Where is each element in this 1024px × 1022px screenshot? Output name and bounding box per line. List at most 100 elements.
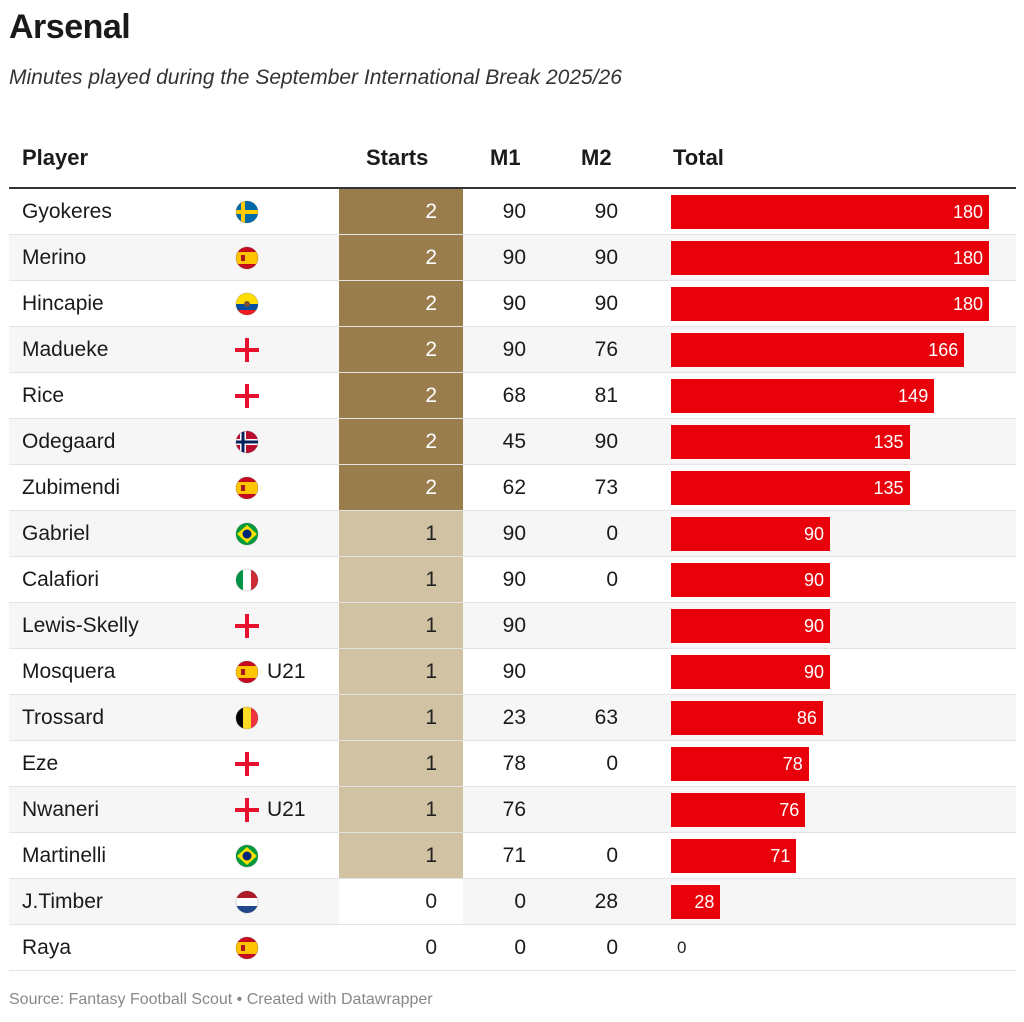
starts-cell: 1 bbox=[339, 649, 463, 694]
player-name: Zubimendi bbox=[22, 476, 121, 499]
player-name: Mosquera bbox=[22, 660, 116, 683]
table-row: Nwaneri U21 1 76 76 bbox=[9, 787, 1016, 833]
total-bar: 180 bbox=[671, 195, 989, 229]
total-bar: 78 bbox=[671, 747, 809, 781]
table-row: Rice 2 68 81 149 bbox=[9, 373, 1016, 419]
chart-title: Arsenal bbox=[9, 8, 131, 46]
m2-cell: 90 bbox=[594, 292, 618, 315]
m1-cell: 90 bbox=[502, 522, 526, 545]
total-bar-track: 180 bbox=[671, 241, 1001, 275]
table-row: Raya 0 0 0 0 bbox=[9, 925, 1016, 971]
total-bar: 166 bbox=[671, 333, 965, 367]
total-bar: 135 bbox=[671, 471, 910, 505]
table-row: Merino 2 90 90 180 bbox=[9, 235, 1016, 281]
chart-subtitle: Minutes played during the September Inte… bbox=[9, 66, 622, 89]
total-bar: 135 bbox=[671, 425, 910, 459]
england-flag-icon bbox=[235, 338, 261, 362]
england-flag-icon bbox=[235, 614, 261, 638]
total-bar-track: 135 bbox=[671, 425, 1001, 459]
starts-cell: 2 bbox=[339, 327, 463, 372]
total-bar-label: 0 bbox=[677, 938, 687, 957]
player-name: Nwaneri bbox=[22, 798, 100, 821]
player-name: Merino bbox=[22, 246, 87, 269]
player-name: Gabriel bbox=[22, 522, 90, 545]
brazil-flag-icon bbox=[235, 522, 261, 546]
m2-cell: 63 bbox=[594, 706, 618, 729]
player-name: Trossard bbox=[22, 706, 105, 729]
m1-cell: 68 bbox=[502, 384, 526, 407]
m1-cell: 90 bbox=[502, 614, 526, 637]
total-bar-track: 0 bbox=[671, 931, 1001, 965]
starts-cell: 2 bbox=[339, 235, 463, 280]
starts-cell: 2 bbox=[339, 419, 463, 464]
total-bar-track: 180 bbox=[671, 195, 1001, 229]
total-bar-track: 90 bbox=[671, 655, 1001, 689]
england-flag-icon bbox=[235, 798, 261, 822]
player-name: Eze bbox=[22, 752, 59, 775]
m1-cell: 90 bbox=[502, 292, 526, 315]
italy-flag-icon bbox=[235, 568, 261, 592]
total-bar-track: 78 bbox=[671, 747, 1001, 781]
u21-note: U21 bbox=[267, 660, 306, 683]
player-name: Lewis-Skelly bbox=[22, 614, 139, 637]
total-bar-track: 28 bbox=[671, 885, 1001, 919]
table-row: Odegaard 2 45 90 135 bbox=[9, 419, 1016, 465]
total-bar-track: 90 bbox=[671, 517, 1001, 551]
m1-cell: 0 bbox=[514, 936, 526, 959]
total-bar-track: 149 bbox=[671, 379, 1001, 413]
table-header: Player Starts M1 M2 Total bbox=[9, 134, 1016, 189]
total-bar: 86 bbox=[671, 701, 823, 735]
belgium-flag-icon bbox=[235, 706, 261, 730]
player-name: J.Timber bbox=[22, 890, 103, 913]
m2-cell: 90 bbox=[594, 430, 618, 453]
player-name: Odegaard bbox=[22, 430, 116, 453]
m2-cell: 0 bbox=[606, 522, 618, 545]
total-bar-track: 135 bbox=[671, 471, 1001, 505]
table-row: Trossard 1 23 63 86 bbox=[9, 695, 1016, 741]
table-row: J.Timber 0 0 28 28 bbox=[9, 879, 1016, 925]
total-bar-track: 166 bbox=[671, 333, 1001, 367]
header-total: Total bbox=[673, 145, 724, 170]
total-bar: 28 bbox=[671, 885, 721, 919]
m2-cell: 0 bbox=[606, 936, 618, 959]
total-bar-track: 90 bbox=[671, 609, 1001, 643]
starts-cell: 2 bbox=[339, 281, 463, 326]
u21-note: U21 bbox=[267, 798, 306, 821]
total-bar-track: 86 bbox=[671, 701, 1001, 735]
m1-cell: 90 bbox=[502, 568, 526, 591]
table-row: Eze 1 78 0 78 bbox=[9, 741, 1016, 787]
player-name: Raya bbox=[22, 936, 72, 959]
total-bar-track: 180 bbox=[671, 287, 1001, 321]
starts-cell: 2 bbox=[339, 189, 463, 234]
m2-cell: 28 bbox=[594, 890, 618, 913]
starts-cell: 2 bbox=[339, 465, 463, 510]
total-bar: 180 bbox=[671, 241, 989, 275]
spain-flag-icon bbox=[235, 246, 261, 270]
m1-cell: 76 bbox=[502, 798, 526, 821]
m2-cell: 0 bbox=[606, 844, 618, 867]
starts-cell: 1 bbox=[339, 511, 463, 556]
table-row: Madueke 2 90 76 166 bbox=[9, 327, 1016, 373]
m2-cell: 81 bbox=[594, 384, 618, 407]
total-bar: 71 bbox=[671, 839, 797, 873]
m2-cell: 76 bbox=[594, 338, 618, 361]
total-bar-track: 71 bbox=[671, 839, 1001, 873]
player-name: Gyokeres bbox=[22, 200, 112, 223]
starts-cell: 0 bbox=[339, 925, 463, 970]
m1-cell: 45 bbox=[502, 430, 526, 453]
total-bar: 90 bbox=[671, 609, 830, 643]
starts-cell: 0 bbox=[339, 879, 463, 924]
m1-cell: 78 bbox=[502, 752, 526, 775]
total-bar-track: 90 bbox=[671, 563, 1001, 597]
starts-cell: 2 bbox=[339, 373, 463, 418]
player-name: Rice bbox=[22, 384, 65, 407]
m2-cell: 0 bbox=[606, 752, 618, 775]
spain-flag-icon bbox=[235, 936, 261, 960]
m1-cell: 23 bbox=[502, 706, 526, 729]
table-row: Gabriel 1 90 0 90 bbox=[9, 511, 1016, 557]
spain-flag-icon bbox=[235, 476, 261, 500]
total-bar: 90 bbox=[671, 655, 830, 689]
m2-cell: 90 bbox=[594, 246, 618, 269]
total-bar: 76 bbox=[671, 793, 806, 827]
starts-cell: 1 bbox=[339, 787, 463, 832]
